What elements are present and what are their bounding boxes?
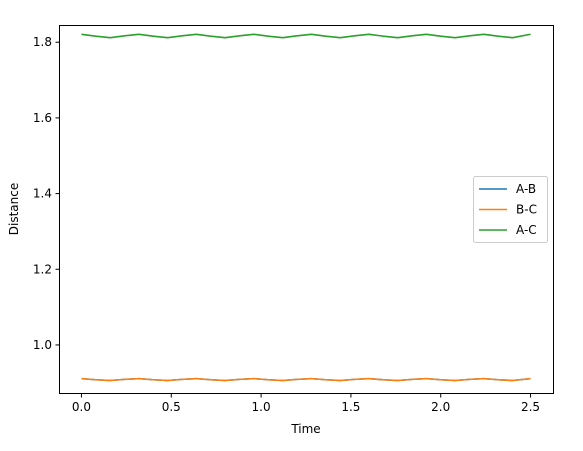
legend-label-b-c: B-C: [516, 203, 537, 217]
legend-frame: [473, 176, 548, 243]
legend-label-a-c: A-C: [516, 223, 537, 237]
y-axis-label: Distance: [7, 183, 21, 235]
plot-area: [59, 25, 554, 394]
x-axis: 0.0 0.5 1.0 1.5 2.0 2.5: [72, 393, 540, 414]
y-tick-label: 1.6: [33, 111, 52, 125]
y-tick-label: 1.4: [33, 187, 52, 201]
series-line-b-c: [81, 377, 531, 382]
y-axis: 1.0 1.2 1.4 1.6 1.8: [33, 35, 60, 352]
series-layer: [81, 33, 531, 382]
y-tick-label: 1.2: [33, 262, 52, 276]
x-tick-label: 1.5: [341, 400, 360, 414]
x-tick-label: 2.0: [431, 400, 450, 414]
x-tick-label: 0.5: [162, 400, 181, 414]
y-tick-label: 1.8: [33, 35, 52, 49]
legend: A-B B-C A-C: [473, 176, 548, 243]
series-line-a-c: [81, 33, 531, 39]
x-axis-label: Time: [290, 422, 320, 436]
x-tick-label: 1.0: [252, 400, 271, 414]
y-tick-label: 1.0: [33, 338, 52, 352]
x-tick-label: 0.0: [72, 400, 91, 414]
x-tick-label: 2.5: [521, 400, 540, 414]
legend-label-a-b: A-B: [516, 182, 536, 196]
